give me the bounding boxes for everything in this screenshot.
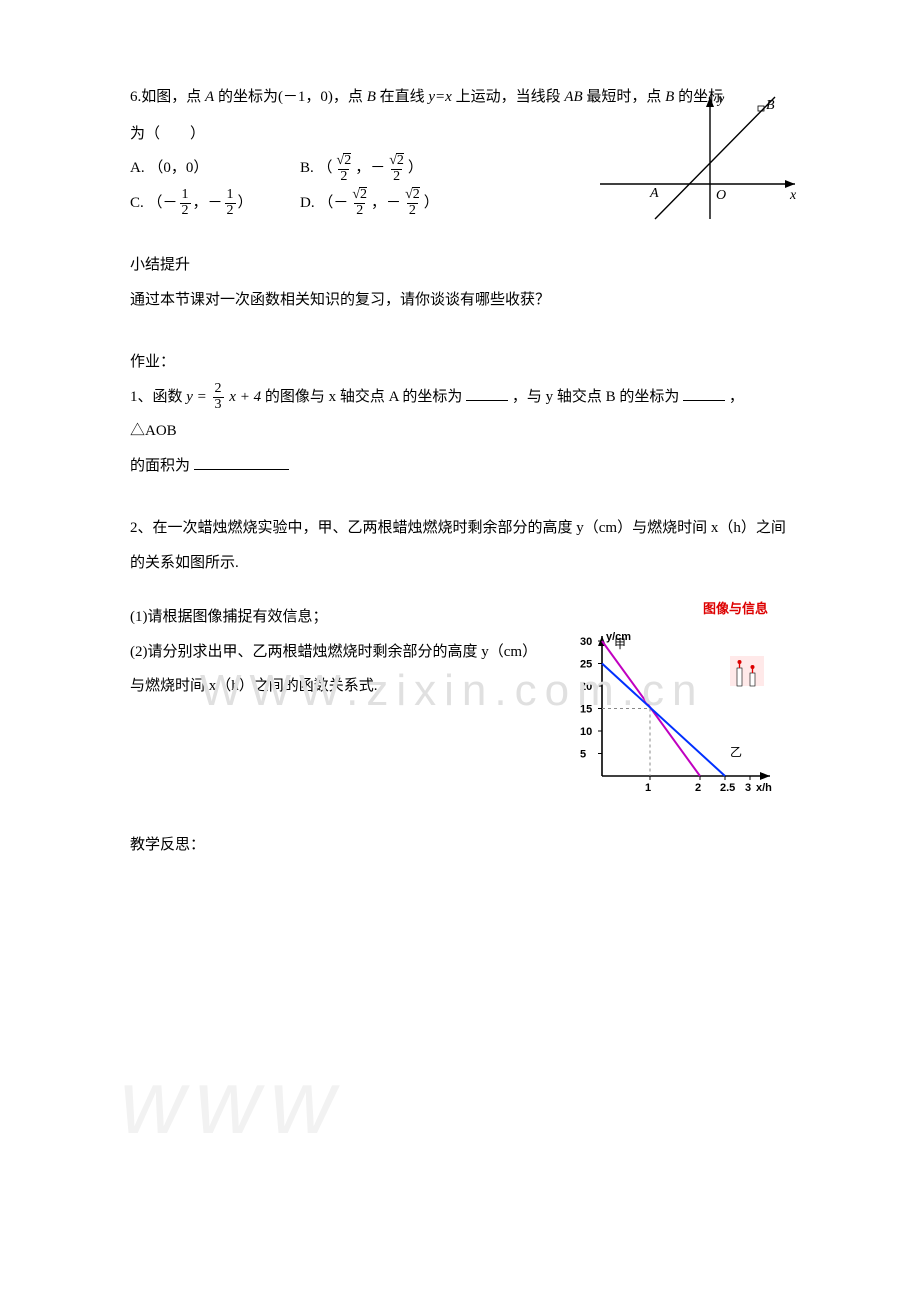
blank-3	[194, 455, 289, 470]
svg-text:x/h: x/h	[756, 782, 772, 794]
q6-options-block: OxyAB 为（ ） A. （0，0） B. （22，－22） C. （－12，…	[130, 117, 790, 221]
svg-text:10: 10	[580, 726, 592, 738]
var-AB: AB	[564, 89, 582, 105]
hw-q1-cont: 的面积为	[130, 449, 790, 484]
hw-func: y =	[186, 389, 210, 405]
q6-opt-C: C. （－12，－12）	[130, 186, 300, 221]
svg-text:2.5: 2.5	[720, 782, 735, 794]
q6-text: 在直线	[380, 89, 429, 105]
func-den: 3	[213, 397, 224, 413]
watermark-bottom: www	[120, 1000, 345, 1207]
blank-2	[683, 386, 725, 401]
opt-label: C.	[130, 195, 144, 211]
summary-text: 通过本节课对一次函数相关知识的复习，请你谈谈有哪些收获？	[130, 283, 790, 318]
q6-text: 6.如图，点	[130, 89, 205, 105]
blank-1	[466, 386, 508, 401]
q6-graph: Ox y A B	[590, 89, 800, 243]
svg-text:A: A	[649, 186, 659, 201]
opt-value: （0，0）	[148, 160, 208, 176]
reflect-heading: 教学反思：	[130, 828, 790, 863]
chart-title: 图像与信息	[560, 594, 790, 624]
svg-text:15: 15	[580, 703, 592, 715]
q6-opt-A: A. （0，0）	[130, 151, 300, 186]
opt-label: A.	[130, 160, 145, 176]
hw-q2: 2、在一次蜡烛燃烧实验中，甲、乙两根蜡烛燃烧时剩余部分的高度 y（cm）与燃烧时…	[130, 511, 790, 580]
func-num: 2	[213, 382, 224, 397]
var-B: B	[367, 89, 376, 105]
var-eq: y=x	[428, 89, 451, 105]
svg-text:30: 30	[580, 636, 592, 648]
svg-text:25: 25	[580, 658, 592, 670]
opt-label: D.	[300, 195, 315, 211]
hw-q1-c: ，与 y 轴交点 B 的坐标为	[512, 389, 680, 405]
var-A: A	[205, 89, 214, 105]
svg-text:1: 1	[645, 782, 651, 794]
hw-q1-a: 1、函数	[130, 389, 186, 405]
q6-opt-D: D. （－22，－22）	[300, 186, 439, 221]
svg-text:20: 20	[580, 681, 592, 693]
svg-text:y: y	[716, 92, 725, 107]
svg-text:甲: 甲	[614, 637, 626, 651]
q6-opt-B: B. （22，－22）	[300, 151, 423, 186]
q6-text: 的坐标为(－1，0)，点	[218, 89, 367, 105]
hw-heading: 作业：	[130, 345, 790, 380]
opt-label: B.	[300, 160, 314, 176]
hw-func-rest: x + 4	[226, 389, 262, 405]
svg-text:5: 5	[580, 748, 586, 760]
svg-text:x: x	[789, 188, 797, 203]
hw-q1: 1、函数 y = 23 x + 4 的图像与 x 轴交点 A 的坐标为 ，与 y…	[130, 380, 790, 449]
svg-text:3: 3	[745, 782, 751, 794]
summary-title: 小结提升	[130, 248, 790, 283]
q6-text: 上运动，当线段	[456, 89, 565, 105]
svg-text:2: 2	[695, 782, 701, 794]
svg-text:乙: 乙	[730, 745, 742, 759]
svg-text:O: O	[716, 188, 726, 203]
hw-q1-b: 的图像与 x 轴交点 A 的坐标为	[265, 389, 463, 405]
svg-text:B: B	[766, 98, 775, 113]
hw-q1-e: 的面积为	[130, 458, 190, 474]
hw-chart: 图像与信息 51015202530y/cm122.53x/h甲乙	[560, 594, 790, 814]
